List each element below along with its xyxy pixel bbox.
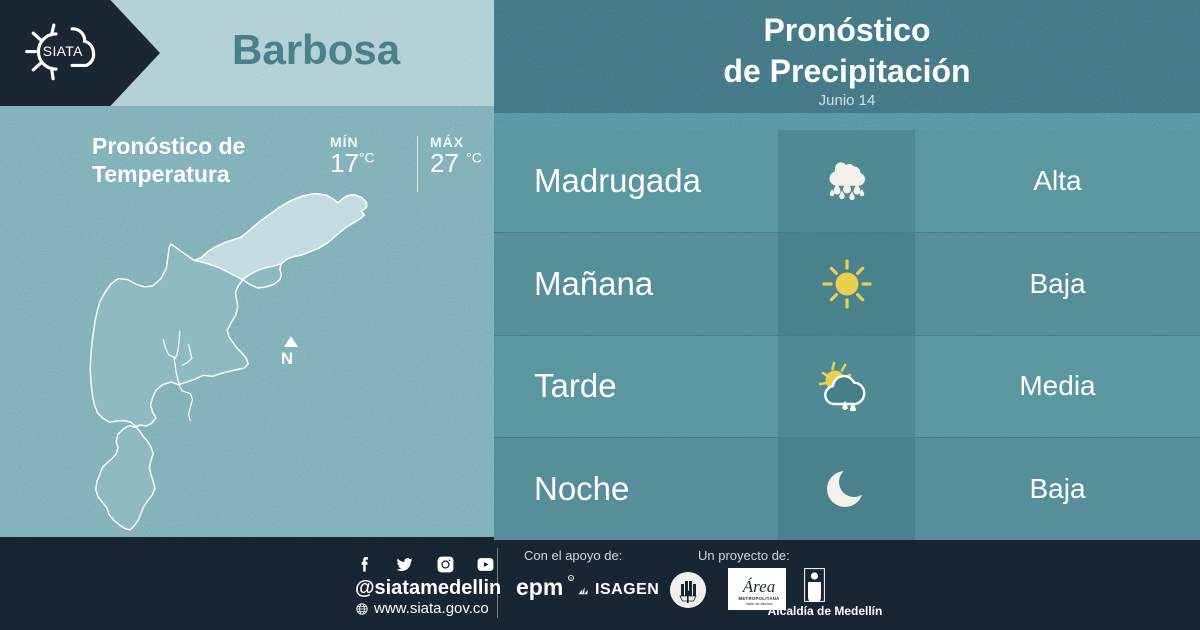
svg-text:epm: epm xyxy=(516,574,563,600)
svg-text:Área: Área xyxy=(742,577,775,596)
svg-text:SIATA: SIATA xyxy=(43,43,83,59)
